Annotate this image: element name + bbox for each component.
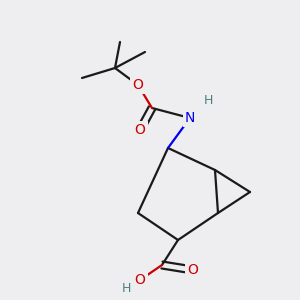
Text: H: H — [121, 281, 131, 295]
Text: O: O — [188, 263, 198, 277]
Text: O: O — [135, 273, 146, 287]
Text: O: O — [135, 123, 146, 137]
Text: O: O — [133, 78, 143, 92]
Text: N: N — [185, 111, 195, 125]
Text: H: H — [203, 94, 213, 106]
